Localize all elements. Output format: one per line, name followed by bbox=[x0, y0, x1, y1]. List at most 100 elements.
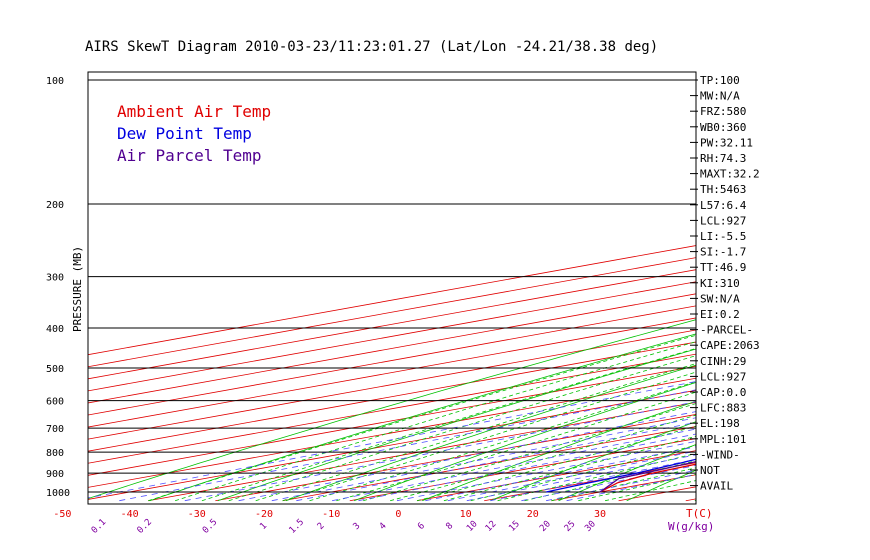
pressure-tick-label: 700 bbox=[46, 424, 64, 435]
chart-title: AIRS SkewT Diagram 2010-03-23/11:23:01.2… bbox=[85, 39, 658, 55]
pressure-tick-label: 200 bbox=[46, 200, 64, 211]
bottom-temp-tick-label: 20 bbox=[527, 509, 539, 520]
stats-panel: TP:100 MW:N/A FRZ:580 WB0:360 PW:32.11 RH:74.… bbox=[690, 74, 760, 493]
stats-item: EI:0.2 bbox=[700, 308, 740, 321]
pressure-tick-label: 100 bbox=[46, 76, 64, 87]
isotherm-line bbox=[88, 353, 696, 464]
isotherm-line bbox=[88, 269, 696, 380]
mixing-ratio-line bbox=[332, 428, 696, 502]
mixing-ratio-line bbox=[425, 446, 696, 502]
isotherm-line bbox=[215, 414, 696, 502]
mixing-ratio-line bbox=[88, 381, 696, 499]
stats-item: CAP:0.0 bbox=[700, 386, 746, 399]
mixing-ratio-label: 30 bbox=[583, 519, 598, 534]
stats-item: LFC:883 bbox=[700, 402, 746, 415]
moist-adiabat-line bbox=[201, 347, 696, 502]
mixing-ratio-line bbox=[119, 389, 696, 502]
isobars bbox=[88, 79, 696, 493]
isotherm-line bbox=[88, 329, 696, 440]
mixing-ratio-line bbox=[358, 433, 696, 502]
dew-point-temp-line bbox=[546, 458, 696, 493]
stats-item: WB0:360 bbox=[700, 121, 746, 134]
bottom-temp-tick-label: -10 bbox=[322, 509, 340, 520]
pressure-tick-label: 1000 bbox=[46, 488, 70, 499]
mixing-ratio-label: 1.5 bbox=[288, 517, 307, 536]
stats-item: LI:-5.5 bbox=[700, 230, 746, 243]
stats-item: CAPE:2063 bbox=[700, 339, 760, 352]
mixing-ratio-line bbox=[271, 417, 696, 502]
mixing-ratio-labels: 0.1 0.2 0.5 1 1.5 2 3 4 6 8 10 12 15 20 25 30 bbox=[90, 517, 598, 536]
stats-item: TH:5463 bbox=[700, 183, 746, 196]
isotherm-line bbox=[88, 257, 696, 368]
x-unit-label: T(C) bbox=[686, 507, 713, 520]
stats-item: SI:-1.7 bbox=[700, 246, 746, 259]
pressure-tick-label: 300 bbox=[46, 273, 64, 284]
legend-ambient-air-temp: Ambient Air Temp bbox=[117, 102, 271, 121]
mixing-ratio-label: 0.2 bbox=[136, 517, 155, 536]
mixing-ratio-label: 1 bbox=[258, 521, 269, 532]
mixing-ratio-label: 0.5 bbox=[201, 517, 220, 536]
mixing-ratio-label: 12 bbox=[484, 519, 499, 534]
ambient-air-temp-line bbox=[599, 463, 696, 493]
mixing-ratio-label: 20 bbox=[538, 519, 553, 534]
isotherm-line bbox=[88, 377, 696, 488]
stats-item: PW:32.11 bbox=[700, 136, 753, 149]
moist-adiabat-line bbox=[309, 381, 696, 502]
y-axis-label: PRESSURE (MB) bbox=[71, 246, 84, 332]
pressure-tick-label: 400 bbox=[46, 324, 64, 335]
isotherm-line bbox=[88, 245, 696, 356]
stats-item: KI:310 bbox=[700, 277, 740, 290]
stats-item: EL:198 bbox=[700, 417, 740, 430]
stats-item: LCL:927 bbox=[700, 214, 746, 227]
stats-item: LCL:927 bbox=[700, 370, 746, 383]
moist-adiabat-line bbox=[228, 355, 696, 502]
dry-adiabat-line bbox=[831, 61, 870, 501]
legend-dew-point-temp: Dew Point Temp bbox=[117, 124, 252, 143]
bottom-temp-tick-label: -50 bbox=[53, 509, 71, 520]
mixing-ratio-line bbox=[296, 421, 696, 502]
bottom-temp-tick-label: 0 bbox=[395, 509, 401, 520]
moist-adiabat-line bbox=[336, 391, 696, 502]
mixing-ratio-line bbox=[238, 411, 696, 502]
mixing-ratio-label: 10 bbox=[465, 519, 480, 534]
dry-adiabat-line bbox=[88, 319, 696, 500]
stats-item: MW:N/A bbox=[700, 90, 740, 103]
dry-adiabat-line bbox=[217, 348, 696, 502]
dry-adiabat-line bbox=[422, 400, 696, 502]
isotherm-line bbox=[148, 401, 696, 502]
mixing-ratio-line bbox=[447, 450, 696, 502]
dry-adiabat-line bbox=[353, 382, 696, 502]
moist-adiabats bbox=[148, 334, 696, 502]
pressure-tick-label: 500 bbox=[46, 364, 64, 375]
bottom-temp-tick-label: -20 bbox=[255, 509, 273, 520]
bottom-temp-tick-label: -30 bbox=[188, 509, 206, 520]
dry-adiabat-line bbox=[285, 364, 696, 502]
background-lines bbox=[88, 61, 870, 502]
isotherm-line bbox=[753, 61, 870, 501]
moist-adiabat-line bbox=[148, 334, 696, 502]
stats-item: TP:100 bbox=[700, 74, 740, 87]
dry-adiabat-line bbox=[626, 469, 696, 502]
stats-item: -WIND- bbox=[700, 448, 740, 461]
mixing-unit-label: W(g/kg) bbox=[668, 520, 714, 533]
stats-item: FRZ:580 bbox=[700, 105, 746, 118]
mixing-ratio-line bbox=[396, 440, 696, 502]
mixing-ratio-label: 2 bbox=[316, 521, 327, 532]
isotherm-line bbox=[416, 450, 696, 502]
mixing-ratio-label: 3 bbox=[352, 521, 363, 532]
pressure-tick-label: 900 bbox=[46, 469, 64, 480]
pressure-tick-label: 600 bbox=[46, 397, 64, 408]
stats-item: RH:74.3 bbox=[700, 152, 746, 165]
mixing-ratio-label: 0.1 bbox=[90, 517, 109, 536]
mixing-ratio-label: 8 bbox=[444, 521, 455, 532]
bottom-temp-tick-label: -40 bbox=[121, 509, 139, 520]
stats-item: MAXT:32.2 bbox=[700, 168, 760, 181]
dry-adiabat-line bbox=[558, 444, 696, 502]
bottom-temp-tick-label: 10 bbox=[460, 509, 472, 520]
stats-item: SW:N/A bbox=[700, 292, 740, 305]
legend: Ambient Air Temp Dew Point Temp Air Parc… bbox=[117, 102, 271, 165]
legend-air-parcel-temp: Air Parcel Temp bbox=[117, 146, 262, 165]
isotherm-line bbox=[88, 389, 696, 500]
dry-adiabat-line bbox=[490, 421, 696, 502]
